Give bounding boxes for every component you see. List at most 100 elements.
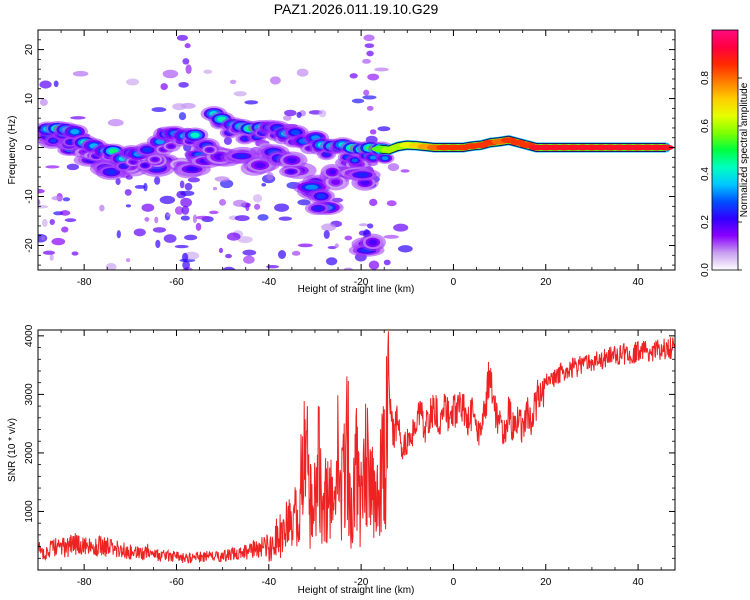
y-tick-label: 10 xyxy=(24,93,35,105)
spectrogram-streak-blob xyxy=(181,205,190,215)
spectrogram-noise-blob xyxy=(243,255,255,264)
spectrogram-track-blob xyxy=(70,129,80,135)
spectrogram-streak-blob xyxy=(178,81,189,88)
spectrogram-noise-blob xyxy=(172,103,187,111)
spectrogram-noise-blob xyxy=(203,69,213,74)
spectrogram-noise-blob xyxy=(180,299,194,303)
spectrogram-noise-blob xyxy=(71,251,79,256)
spectrogram-noise-blob xyxy=(207,311,215,316)
spectrogram-noise-blob xyxy=(66,163,80,171)
spectrogram-streak-blob xyxy=(363,89,370,96)
spectrogram-noise-blob xyxy=(99,204,105,212)
colorbar-ticks: 0.0 0.2 0.4 0.6 0.8 xyxy=(700,71,742,277)
spectrogram-noise-blob xyxy=(325,276,337,284)
spectrogram-track-blob xyxy=(206,147,213,152)
y-tick-label: 3000 xyxy=(24,383,35,406)
spectrogram-noise-blob xyxy=(162,69,179,79)
spectrogram-noise-blob xyxy=(266,264,280,269)
spectrogram-noise-blob xyxy=(218,247,223,254)
spectrogram-noise-blob xyxy=(296,111,302,119)
spectrogram-noise-blob xyxy=(41,236,46,241)
spectrogram-noise-blob xyxy=(400,169,410,173)
spectrogram-noise-blob xyxy=(184,285,197,293)
spectrogram-noise-blob xyxy=(59,210,71,216)
spectrogram-noise-blob xyxy=(70,116,86,120)
x-tick-label: 40 xyxy=(633,277,645,288)
snr-panel: -80 -60 -40 -20 0 20 40 1000 2000 3000 4000 Heigh… xyxy=(7,324,676,596)
spectrogram-band-edge-bottom xyxy=(379,143,666,155)
spectrogram-secondary-blob xyxy=(328,169,337,175)
spectrogram-streak-blob xyxy=(367,73,380,81)
spectrogram-noise-blob xyxy=(341,321,353,325)
spectrogram-noise-blob xyxy=(237,236,253,244)
x-tick-label: 0 xyxy=(451,277,457,288)
spectrogram-streak-blob xyxy=(180,197,193,208)
spectrogram-noise-blob xyxy=(297,199,311,206)
spectrogram-noise-blob xyxy=(383,310,398,315)
spectrogram-noise-blob xyxy=(296,68,309,77)
spectrogram-noise-blob xyxy=(61,226,69,233)
spectrogram-secondary-blob xyxy=(254,162,266,169)
spectrogram-noise-blob xyxy=(49,219,55,226)
y-tick-label: -10 xyxy=(24,189,35,204)
spectrogram-noise-blob xyxy=(189,305,198,309)
spectrogram-noise-blob xyxy=(214,176,230,182)
spectrogram-noise-blob xyxy=(187,177,200,183)
snr-x-label: Height of straight line (km) xyxy=(298,585,415,596)
spectrogram-streak-blob xyxy=(368,260,380,270)
spectrogram-noise-blob xyxy=(242,249,257,256)
spectrogram-streak-blob xyxy=(185,64,192,74)
spectrogram-noise-blob xyxy=(39,80,52,89)
y-tick-label: 4000 xyxy=(24,324,35,347)
spectrogram-noise-blob xyxy=(105,263,117,270)
y-tick-label: 20 xyxy=(24,44,35,56)
spectrogram-y-label: Frequency (Hz) xyxy=(7,116,18,185)
snr-x-ticks: -80 -60 -40 -20 0 20 40 xyxy=(37,330,662,588)
spectrogram-secondary-blob xyxy=(368,239,378,246)
spectrogram-noise-blob xyxy=(195,222,202,231)
spectrogram-noise-blob xyxy=(386,200,397,207)
spectrogram-panel: -80 -60 -40 -20 0 20 40 -20 -10 0 10 20 Height of … xyxy=(7,29,676,325)
spectrogram-track-blob xyxy=(49,138,57,143)
spectrogram-band-core xyxy=(657,144,674,151)
spectrogram-noise-blob xyxy=(143,182,148,192)
spectrogram-noise-blob xyxy=(163,234,177,243)
spectrogram-noise-blob xyxy=(154,216,159,224)
spectrogram-noise-blob xyxy=(159,195,176,205)
colorbar-tick-label: 0.8 xyxy=(700,71,711,85)
spectrogram-noise-blob xyxy=(351,98,365,104)
spectrogram-noise-blob xyxy=(151,107,167,113)
spectrogram-streak-blob xyxy=(184,43,191,49)
spectrogram-noise-blob xyxy=(160,83,168,91)
spectrogram-secondary-blob xyxy=(356,172,369,178)
spectrogram-noise-blob xyxy=(241,304,252,307)
x-tick-label: 20 xyxy=(540,577,552,588)
spectrogram-noise-blob xyxy=(137,303,142,306)
spectrogram-streak-blob xyxy=(362,58,371,64)
spectrogram-noise-blob xyxy=(107,119,124,127)
spectrogram-noise-blob xyxy=(218,199,227,206)
colorbar-frame xyxy=(711,29,739,271)
spectrogram-track-blob xyxy=(290,129,300,136)
spectrogram-noise-blob xyxy=(101,307,116,310)
spectrogram-streak-blob xyxy=(176,34,189,41)
x-tick-label: -60 xyxy=(169,577,184,588)
spectrogram-noise-blob xyxy=(176,300,183,307)
spectrogram-noise-blob xyxy=(128,300,136,306)
spectrogram-noise-blob xyxy=(321,223,337,232)
spectrogram-streak-blob xyxy=(367,223,374,229)
spectrogram-noise-blob xyxy=(278,216,293,221)
x-tick-label: 0 xyxy=(451,577,457,588)
spectrogram-noise-blob xyxy=(233,199,247,207)
spectrogram-noise-blob xyxy=(380,316,395,320)
spectrogram-track-blob xyxy=(190,132,200,138)
spectrogram-noise-blob xyxy=(343,267,353,270)
spectrogram-noise-blob xyxy=(393,223,409,232)
snr-frame xyxy=(37,329,676,571)
spectrogram-noise-blob xyxy=(201,305,210,314)
spectrogram-noise-blob xyxy=(64,218,77,223)
spectrogram-streak-blob xyxy=(182,260,190,270)
spectrogram-noise-blob xyxy=(229,79,237,85)
spectrogram-noise-blob xyxy=(192,277,205,282)
